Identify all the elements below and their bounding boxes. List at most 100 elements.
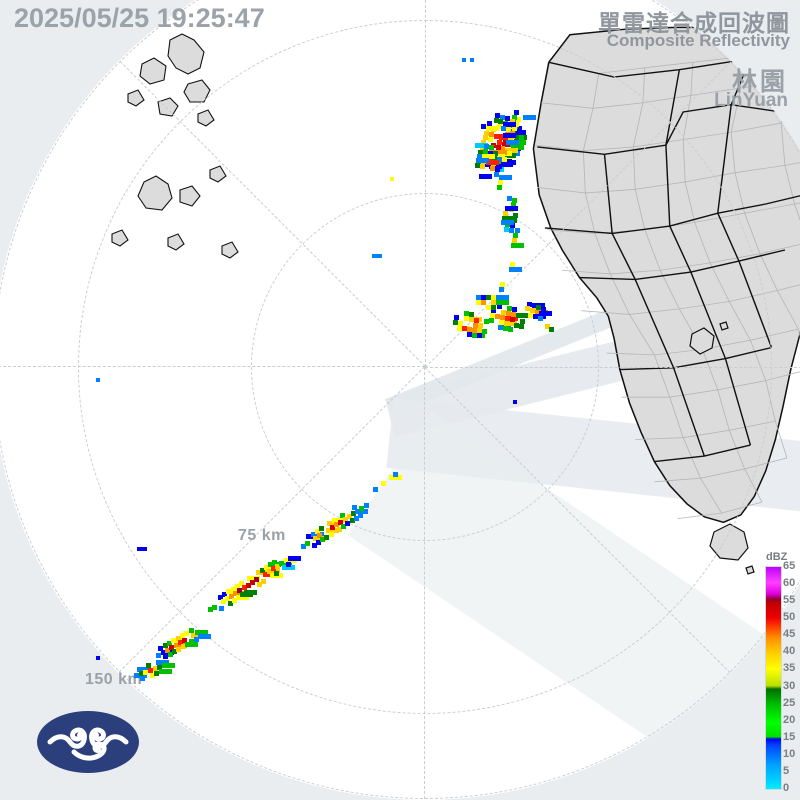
echo-pixel [525, 306, 531, 312]
echo-pixel [514, 121, 520, 127]
echo-pixel [157, 664, 163, 670]
dbz-colorbar: dBZ 65 60 55 50 45 40 35 30 25 20 15 10 5 0 [762, 551, 800, 794]
echo-pixel [511, 197, 517, 203]
echo-pixel [541, 306, 547, 312]
echo-pixel [501, 310, 507, 316]
range-ring-label-150km: 150 km [85, 671, 143, 688]
echo-pixel [472, 327, 478, 333]
colorbar-tick-10: 10 [783, 747, 796, 760]
echo-pixel [493, 133, 507, 139]
echo-pixel [261, 578, 267, 584]
echo-pixel [512, 139, 526, 145]
echo-pixel [502, 325, 508, 331]
echo-pixel [508, 266, 522, 272]
echo-pixel [486, 160, 499, 165]
colorbar-tick-50: 50 [783, 611, 796, 624]
echo-pixel [486, 295, 491, 300]
echo-pixel [512, 126, 517, 131]
colorbar-gradient [765, 566, 782, 790]
colorbar-tick-35: 35 [783, 662, 796, 675]
echo-pixel [469, 312, 475, 318]
echo-pixel [237, 588, 243, 594]
echo-pixel [515, 130, 521, 136]
echo-pixel [507, 326, 513, 332]
echo-pixel [496, 295, 509, 300]
echo-pixel [245, 582, 251, 588]
echo-pixel [500, 146, 506, 152]
echo-pixel [146, 663, 152, 669]
echo-pixel [501, 157, 507, 163]
echo-pixel [182, 637, 188, 643]
echo-pixel [476, 333, 482, 339]
echo-pixel [483, 144, 489, 150]
echo-pixel [513, 400, 517, 404]
cwb-logo [36, 710, 140, 774]
colorbar-tick-60: 60 [783, 577, 796, 590]
echo-pixel [229, 593, 234, 599]
echo-pixel [495, 166, 500, 172]
echo-pixel [496, 184, 502, 190]
echo-pixel [138, 671, 144, 677]
echo-pixel [287, 555, 301, 561]
echo-pixel [304, 541, 310, 547]
colorbar-tick-25: 25 [783, 696, 796, 709]
echo-pixel [346, 514, 352, 520]
echo-pixel [474, 143, 488, 149]
echo-pixel [458, 320, 464, 326]
echo-pixel [498, 180, 503, 185]
echo-pixel [160, 650, 174, 655]
echo-pixel [473, 322, 478, 328]
observation-timestamp: 2025/05/25 19:25:47 [14, 3, 265, 33]
echo-pixel [268, 562, 282, 568]
echo-pixel [514, 228, 520, 234]
echo-pixel [513, 110, 519, 116]
echo-pixel [345, 521, 351, 526]
colorbar-tick-65: 65 [783, 560, 796, 572]
echo-pixel [159, 669, 173, 675]
echo-pixel [504, 320, 517, 326]
echo-pixel [476, 300, 481, 305]
echo-pixel [482, 329, 488, 334]
echo-pixel [352, 504, 358, 510]
echo-pixel [217, 594, 223, 600]
echo-pixel [250, 580, 255, 585]
echo-pixel [491, 295, 496, 300]
echo-pixel [162, 643, 168, 649]
echo-pixel [539, 311, 553, 317]
echo-pixel [392, 471, 398, 477]
echo-pixel [359, 505, 365, 511]
echo-pixel [230, 586, 236, 592]
echo-pixel [510, 262, 515, 267]
echo-pixel [342, 516, 348, 522]
echo-pixel [487, 121, 493, 127]
echo-pixel [317, 533, 323, 539]
echo-pixel [152, 666, 158, 672]
echo-pixel [269, 573, 283, 579]
echo-pixel [514, 150, 520, 156]
echo-pixel [496, 124, 502, 130]
echo-pixel [477, 323, 483, 329]
logo-ellipse [37, 711, 139, 773]
echo-pixel [222, 592, 228, 598]
echo-pixel [504, 226, 510, 232]
echo-pixel [212, 604, 218, 610]
echo-pixel [462, 326, 468, 332]
colorbar-tick-15: 15 [783, 730, 796, 743]
echo-pixel [482, 135, 488, 141]
echo-pixel [489, 132, 494, 138]
echo-pixel [521, 130, 527, 136]
echo-pixel [510, 223, 516, 228]
echo-pixel [487, 136, 493, 142]
echo-pixel [178, 640, 183, 645]
echo-pixel [489, 148, 495, 153]
echo-pixel [96, 655, 101, 660]
echo-pixel [510, 312, 516, 318]
echo-pixel [373, 487, 379, 493]
echo-pixel [259, 567, 265, 573]
echo-pixel [282, 565, 296, 571]
colorbar-tick-40: 40 [783, 645, 796, 658]
echo-pixel [508, 227, 514, 233]
echo-pixel [235, 595, 249, 601]
echo-pixel [148, 668, 153, 673]
